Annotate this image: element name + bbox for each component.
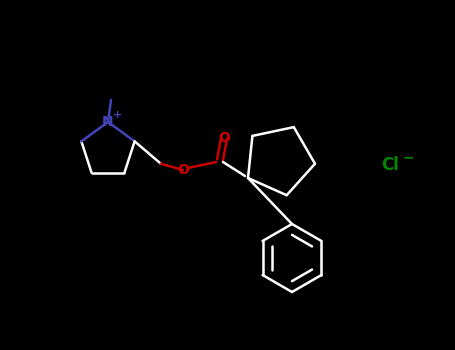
Text: −: − xyxy=(402,150,414,164)
Text: Cl: Cl xyxy=(381,156,399,174)
Text: O: O xyxy=(177,163,189,177)
Text: O: O xyxy=(218,131,230,145)
Text: +: + xyxy=(112,110,121,120)
Text: N: N xyxy=(102,115,114,129)
